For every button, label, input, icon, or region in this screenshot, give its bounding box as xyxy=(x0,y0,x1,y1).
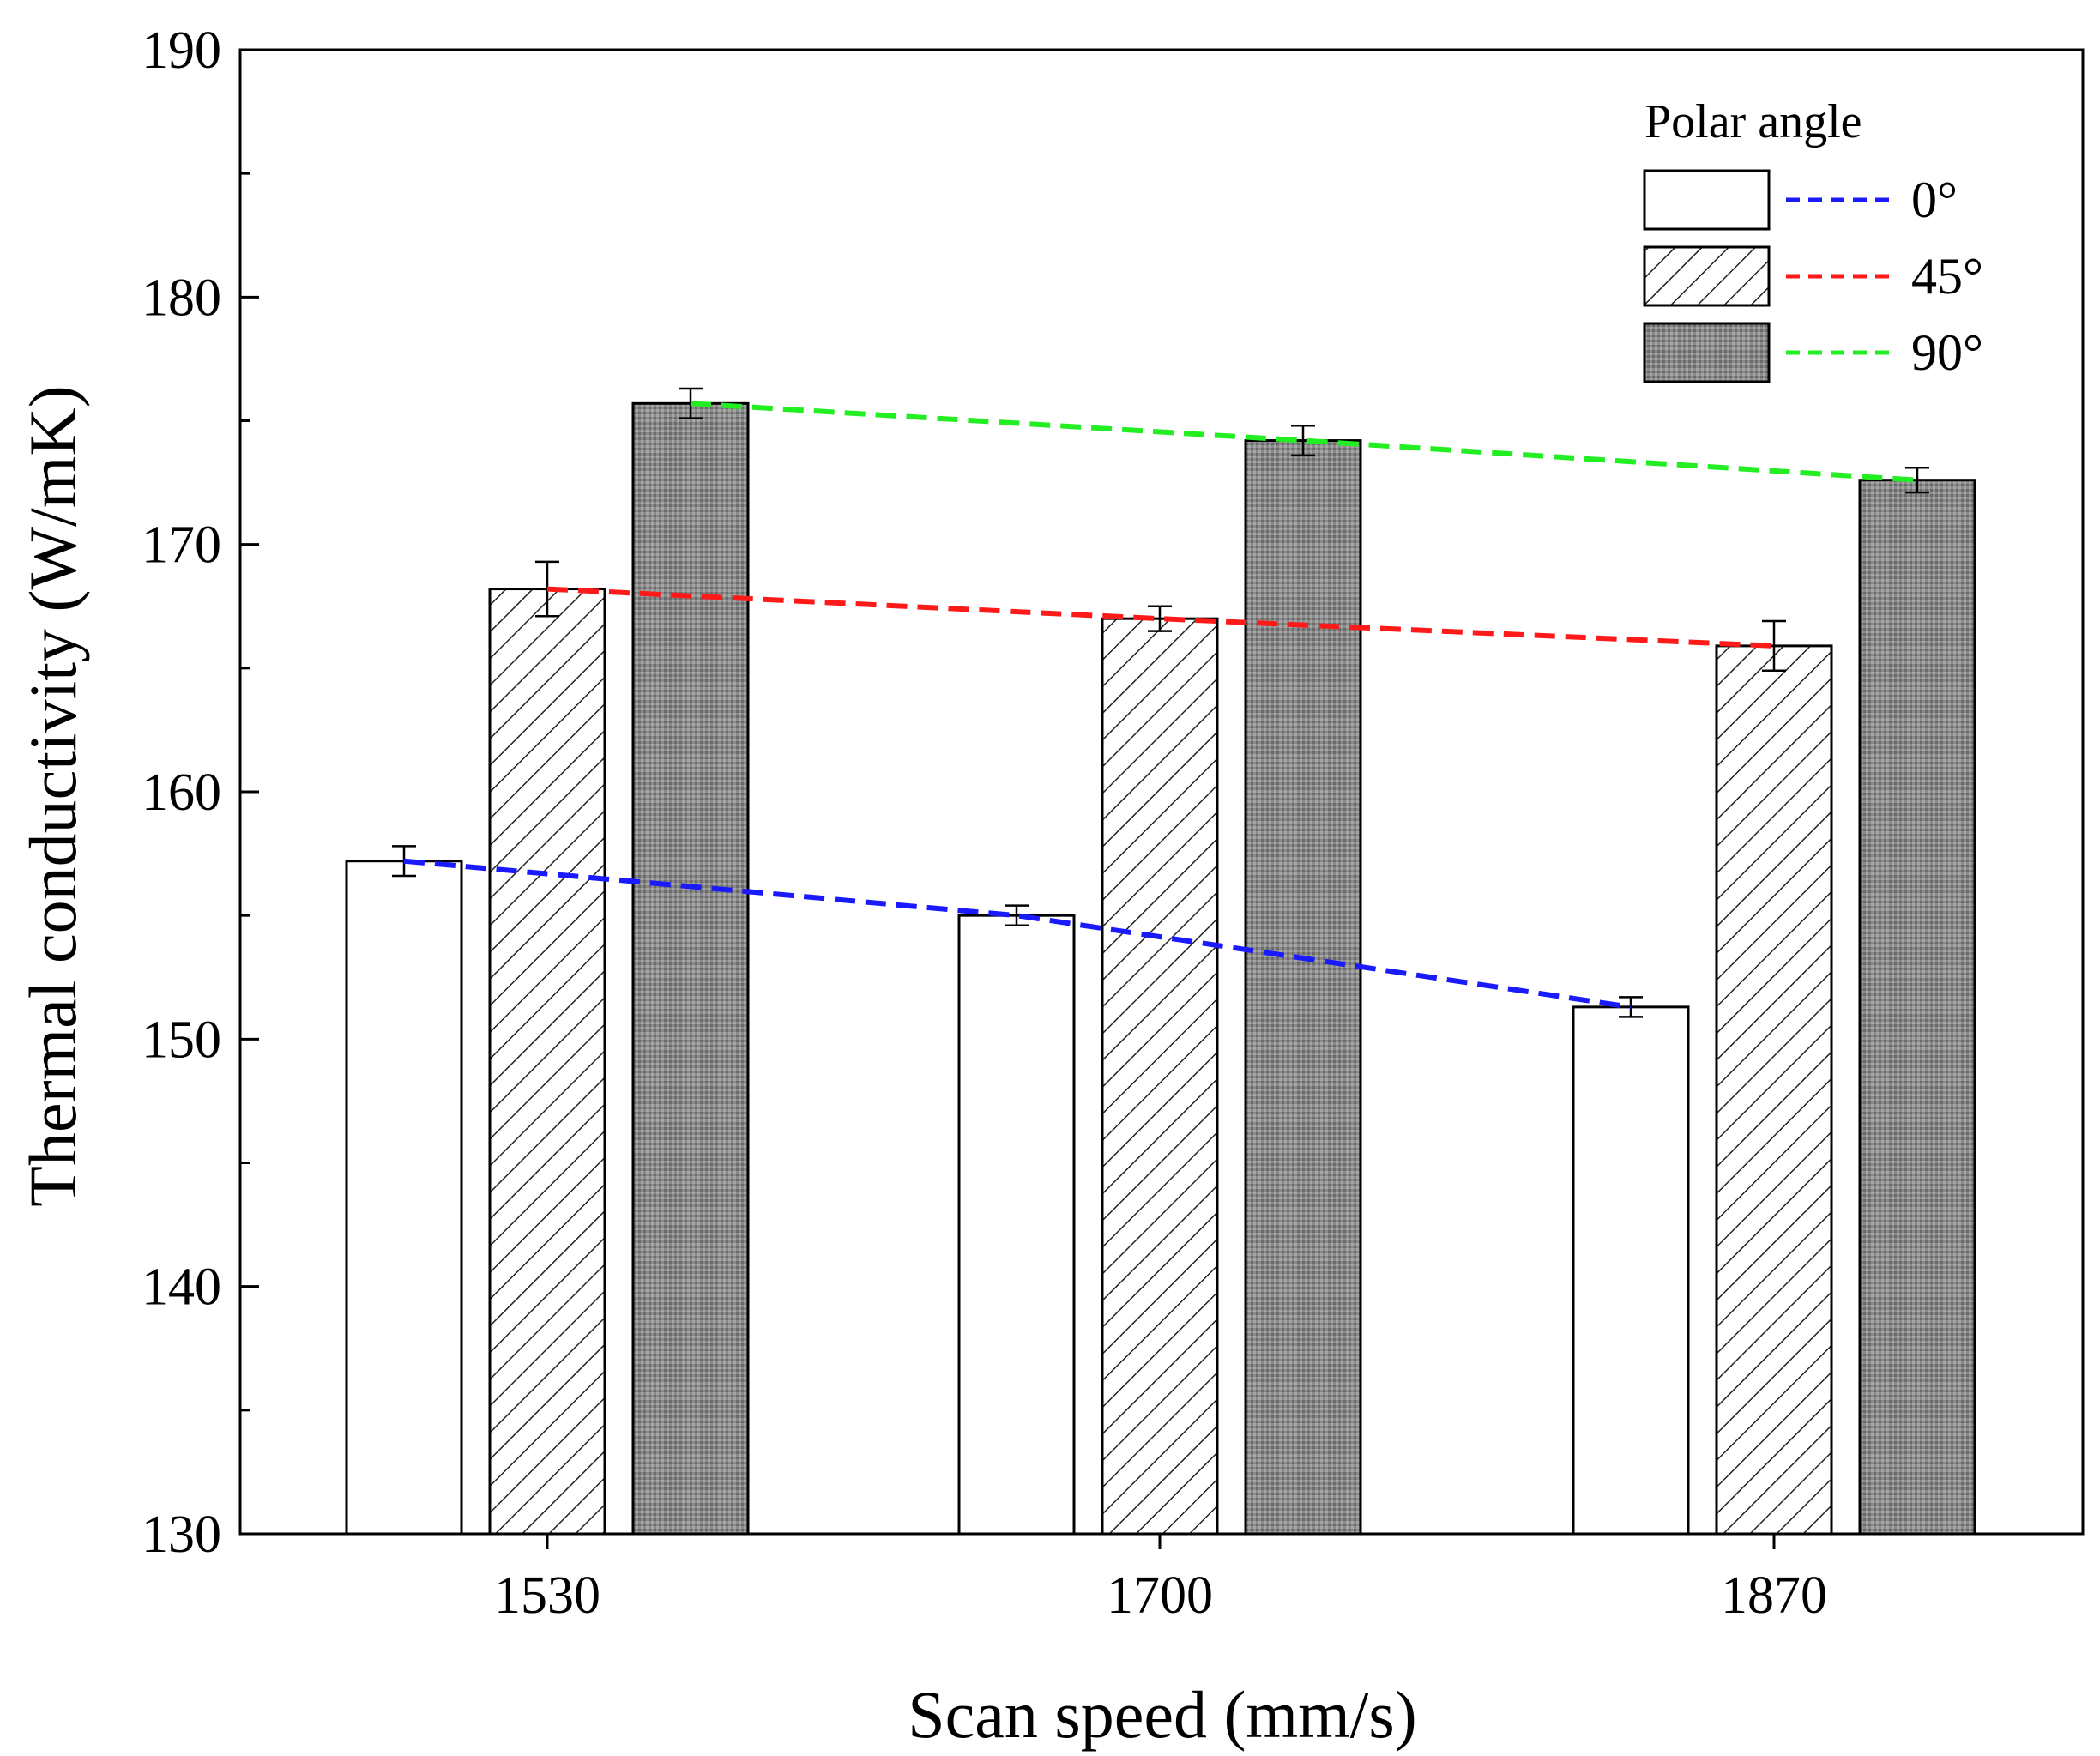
trend-line-0deg xyxy=(403,858,1632,1010)
bar-90deg-1870 xyxy=(1858,479,1976,1536)
axes: 130 140 150 160 170 180 190 1530 1700 1870 xyxy=(142,21,2085,1625)
trend-lines xyxy=(403,401,1918,1010)
y-tick-label: 130 xyxy=(142,1506,221,1564)
error-bar xyxy=(1148,605,1172,632)
x-axis-title: Scan speed (mm/s) xyxy=(908,1677,1417,1752)
legend: Polar angle 0° 45° 90° xyxy=(1643,95,1983,383)
error-bars xyxy=(392,387,1929,1018)
bar-0deg-1700 xyxy=(957,914,1076,1536)
bar-45deg-1700 xyxy=(1101,617,1219,1536)
trend-line-45deg xyxy=(546,586,1775,649)
y-tick-label: 150 xyxy=(142,1011,221,1069)
error-bar xyxy=(1005,904,1029,926)
x-tick-label: 1700 xyxy=(1107,1566,1213,1625)
bar-45deg-1530 xyxy=(488,588,606,1536)
bar-0deg-1870 xyxy=(1572,1005,1690,1536)
bars xyxy=(345,401,1976,1536)
error-bar xyxy=(679,387,703,419)
y-tick-label: 160 xyxy=(142,763,221,822)
y-tick-label: 140 xyxy=(142,1258,221,1317)
x-tick-label: 1870 xyxy=(1721,1566,1827,1625)
legend-title: Polar angle xyxy=(1644,95,1862,148)
x-tick-label: 1530 xyxy=(494,1566,600,1625)
legend-label: 90° xyxy=(1911,324,1983,381)
bar-45deg-1870 xyxy=(1715,644,1833,1536)
trend-line-90deg xyxy=(690,401,1918,483)
legend-swatch-90deg xyxy=(1643,322,1771,383)
error-bar xyxy=(1291,425,1315,457)
error-bar xyxy=(1905,467,1929,494)
bar-0deg-1530 xyxy=(345,860,463,1536)
y-tick-label: 170 xyxy=(142,516,221,575)
legend-label: 0° xyxy=(1911,172,1958,228)
legend-swatch-0deg xyxy=(1643,169,1771,231)
y-tick-label: 180 xyxy=(142,269,221,327)
error-bar xyxy=(1762,619,1786,672)
bar-90deg-1530 xyxy=(631,401,750,1536)
y-tick-label: 190 xyxy=(142,21,221,80)
y-axis-title: Thermal conductivity (W/mK) xyxy=(15,385,90,1206)
bar-90deg-1700 xyxy=(1244,439,1362,1536)
legend-label: 45° xyxy=(1911,248,1983,305)
legend-swatch-45deg xyxy=(1643,245,1771,307)
